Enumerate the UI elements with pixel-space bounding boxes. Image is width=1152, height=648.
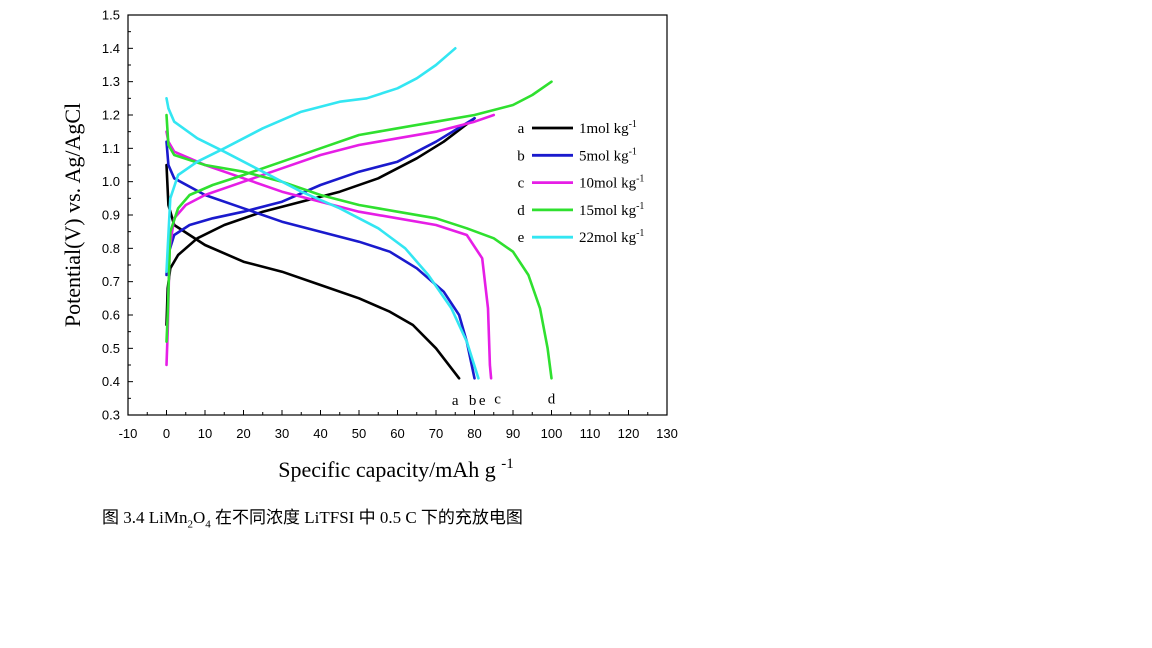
y-tick-label: 0.8 <box>102 241 120 256</box>
y-tick-label: 0.7 <box>102 274 120 289</box>
legend-letter-a: a <box>518 121 525 137</box>
x-tick-label: 50 <box>352 426 366 441</box>
curve-d-discharge <box>165 113 553 380</box>
caption-subscript-4: 4 <box>205 518 211 531</box>
curve-e-charge <box>165 46 457 274</box>
legend-letter-d: d <box>517 203 525 219</box>
y-tick-label: 1.3 <box>102 74 120 89</box>
end-label-e: e <box>479 393 486 409</box>
y-tick-label: 0.3 <box>102 408 120 423</box>
legend-label-c: 10mol kg-1 <box>579 174 644 192</box>
x-tick-label: 100 <box>541 426 563 441</box>
curve-c-discharge <box>165 130 493 380</box>
y-tick-label: 0.6 <box>102 308 120 323</box>
caption-subscript-2: 2 <box>187 518 193 531</box>
figure-caption: 图 3.4 LiMn2O4 在不同浓度 LiTFSI 中 0.5 C 下的充放电… <box>102 503 523 530</box>
y-axis-title: Potential(V) vs. Ag/AgCl <box>60 103 85 327</box>
y-tick-label: 0.4 <box>102 374 120 389</box>
legend-label-e: 22mol kg-1 <box>579 228 644 246</box>
x-tick-label: 0 <box>163 426 170 441</box>
x-tick-label: 70 <box>429 426 443 441</box>
end-label-b: b <box>469 393 477 409</box>
end-label-a: a <box>452 393 459 409</box>
legend-label-d: 15mol kg-1 <box>579 201 644 219</box>
curve-layer <box>165 46 553 380</box>
x-tick-label: 120 <box>618 426 640 441</box>
caption-suffix: 在不同浓度 LiTFSI 中 0.5 C 下的充放电图 <box>210 508 523 527</box>
x-axis-ticks: -10 0 10 20 30 40 50 60 70 80 90 100 110 120 130 <box>119 410 678 441</box>
curve-d-charge <box>165 80 553 344</box>
y-tick-label: 1.1 <box>102 141 120 156</box>
curve-e-discharge <box>165 97 480 380</box>
caption-prefix: 图 3.4 LiMn <box>102 508 188 527</box>
legend: a 1mol kg-1 b 5mol kg-1 c 10mol kg-1 d 15mol kg… <box>517 119 644 246</box>
y-tick-label: 1.5 <box>102 8 120 23</box>
x-tick-label: 130 <box>656 426 678 441</box>
y-tick-label: 1.2 <box>102 108 120 123</box>
end-label-c: c <box>494 391 501 407</box>
x-axis-title-text: Specific capacity/mAh g <box>278 457 495 482</box>
y-tick-label: 1.0 <box>102 174 120 189</box>
caption-oxygen: O <box>192 508 206 527</box>
y-tick-label: 0.5 <box>102 341 120 356</box>
x-tick-label: 80 <box>467 426 481 441</box>
end-label-d: d <box>548 391 556 407</box>
x-axis-title-superscript: -1 <box>501 456 514 472</box>
x-tick-label: 110 <box>580 426 601 441</box>
curve-b-discharge <box>165 140 476 380</box>
legend-letter-e: e <box>518 230 525 246</box>
x-tick-label: 10 <box>198 426 212 441</box>
x-tick-label: 90 <box>506 426 520 441</box>
curve-b-charge <box>165 117 476 277</box>
x-tick-label: 40 <box>313 426 327 441</box>
charge-discharge-chart: -10 0 10 20 30 40 50 60 70 80 90 100 110 120 130 0.30.… <box>60 8 678 483</box>
x-tick-label: 60 <box>390 426 404 441</box>
legend-letter-b: b <box>517 148 525 164</box>
y-tick-label: 0.9 <box>102 208 120 223</box>
y-tick-label: 1.4 <box>102 41 120 56</box>
x-axis-title: Specific capacity/mAh g -1 <box>278 456 513 482</box>
legend-label-b: 5mol kg-1 <box>579 146 637 164</box>
y-axis-ticks: 0.3 0.4 0.5 0.6 0.7 0.8 0.9 1.0 1.1 1.2 1.3 1.4 1.5 <box>102 8 133 423</box>
x-tick-label: 30 <box>275 426 289 441</box>
legend-label-a: 1mol kg-1 <box>579 119 637 137</box>
legend-letter-c: c <box>518 176 525 192</box>
x-tick-label: -10 <box>119 426 138 441</box>
x-tick-label: 20 <box>236 426 250 441</box>
